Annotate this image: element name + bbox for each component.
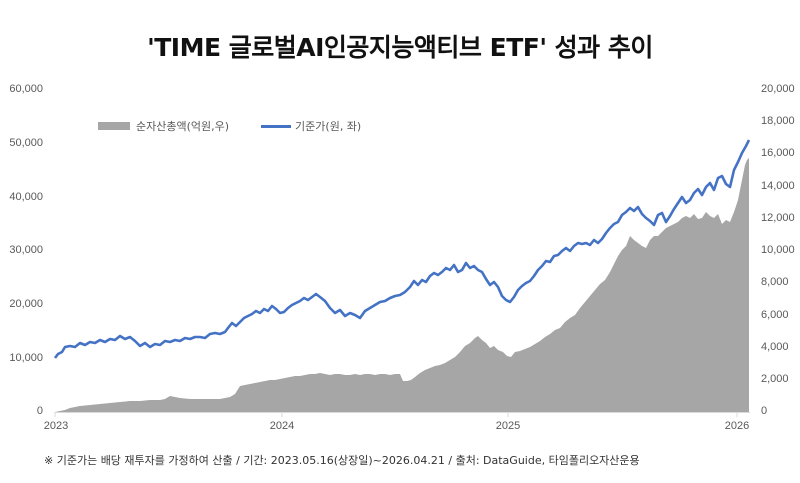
legend-item-nav-price: 기준가(원, 좌)	[261, 118, 361, 134]
y-right-tick: 14,000	[761, 180, 795, 192]
y-right-tick: 16,000	[761, 147, 795, 159]
y-right-tick: 0	[761, 405, 768, 417]
y-left-tick: 40,000	[9, 191, 43, 203]
net-assets-area	[55, 158, 749, 412]
y-left-tick: 10,000	[9, 352, 43, 364]
y-right-tick: 20,000	[761, 83, 795, 95]
y-right-tick: 18,000	[761, 115, 795, 127]
x-tick-label: 2023	[43, 420, 69, 432]
nav-price-line	[53, 139, 751, 359]
x-tick-label: 2024	[269, 420, 295, 432]
y-right-tick: 2,000	[761, 373, 789, 385]
footnote: ※ 기준가는 배당 재투자를 가정하여 산출 / 기간: 2023.05.16(…	[44, 454, 640, 467]
chart-title: 'TIME 글로벌AI인공지능액티브 ETF' 성과 추이	[147, 33, 653, 62]
area-swatch-icon	[98, 122, 130, 130]
y-right-tick: 8,000	[761, 276, 789, 288]
legend-label-nav-price: 기준가(원, 좌)	[295, 120, 362, 133]
y-left-tick: 0	[36, 405, 43, 417]
y-right-tick: 6,000	[761, 309, 789, 321]
legend-item-net-assets: 순자산총액(억원,우)	[98, 118, 229, 134]
y-right-tick: 10,000	[761, 244, 795, 256]
x-tick-label: 2026	[724, 420, 750, 432]
y-right-tick: 12,000	[761, 212, 795, 224]
y-left-tick: 30,000	[9, 244, 43, 256]
chart-legend: 순자산총액(억원,우) 기준가(원, 좌)	[98, 118, 393, 134]
y-left-tick: 20,000	[9, 298, 43, 310]
x-tick-label: 2025	[495, 420, 521, 432]
y-left-tick: 50,000	[9, 137, 43, 149]
legend-label-net-assets: 순자산총액(억원,우)	[136, 120, 230, 133]
y-left-tick: 60,000	[9, 83, 43, 95]
line-swatch-icon	[261, 124, 292, 128]
y-right-tick: 4,000	[761, 341, 789, 353]
